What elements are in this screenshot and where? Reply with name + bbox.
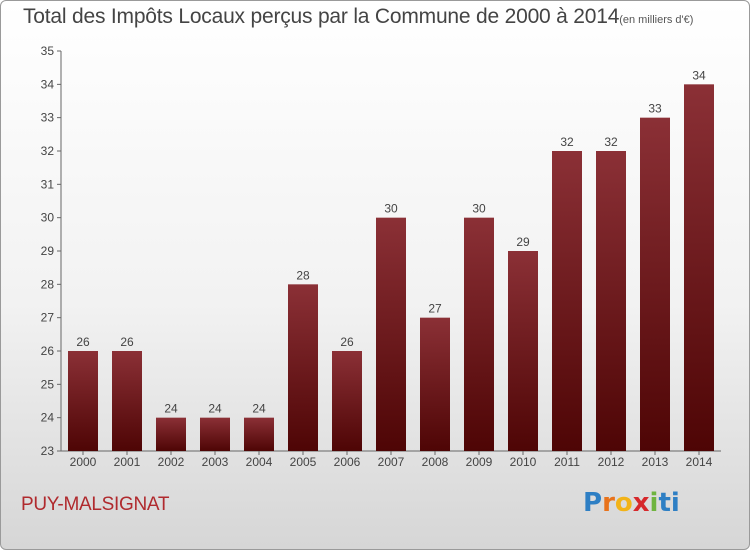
bar xyxy=(640,117,670,452)
logo-letter: r xyxy=(602,488,615,518)
plot-area: 23 24 25 26 27 28 29 30 31 32 33 34 35 26 2000 26 2001 24… xyxy=(41,44,721,469)
bar xyxy=(596,151,626,451)
bar xyxy=(244,417,274,451)
bar-value-label: 32 xyxy=(604,135,618,149)
commune-name: PUY-MALSIGNAT xyxy=(21,494,170,515)
bar-value-label: 28 xyxy=(296,268,310,282)
bar xyxy=(684,84,714,451)
y-tick-label: 23 xyxy=(41,444,55,458)
y-tick-label: 24 xyxy=(41,411,55,425)
proxiti-logo: Proxiti xyxy=(583,488,680,518)
bar xyxy=(552,151,582,451)
x-tick-label: 2008 xyxy=(422,455,449,469)
y-tick-label: 26 xyxy=(41,344,55,358)
y-tick-label: 34 xyxy=(41,77,55,91)
bar-value-label: 30 xyxy=(384,202,398,216)
logo-letter: i xyxy=(649,488,659,518)
logo-letter: ti xyxy=(658,488,680,518)
bar-value-label: 34 xyxy=(692,68,706,82)
x-tick-label: 2011 xyxy=(554,455,580,469)
x-tick-label: 2002 xyxy=(158,455,185,469)
bar-value-label: 30 xyxy=(472,202,486,216)
y-tick-label: 25 xyxy=(41,377,55,391)
x-tick-label: 2001 xyxy=(114,455,141,469)
x-tick-label: 2004 xyxy=(246,455,273,469)
bar xyxy=(288,284,318,451)
chart-title-text: Total des Impôts Locaux perçus par la Co… xyxy=(23,5,620,28)
bar xyxy=(420,317,450,451)
x-tick-label: 2007 xyxy=(378,455,405,469)
y-tick-label: 31 xyxy=(41,177,55,191)
bar xyxy=(332,351,362,451)
chart-title: Total des Impôts Locaux perçus par la Co… xyxy=(23,5,693,29)
bar-value-label: 33 xyxy=(648,102,662,116)
x-tick-label: 2014 xyxy=(686,455,713,469)
bar-value-label: 26 xyxy=(340,335,354,349)
logo-letter: o xyxy=(614,488,633,518)
y-tick-label: 29 xyxy=(41,244,55,258)
x-tick-label: 2012 xyxy=(598,455,625,469)
x-tick-label: 2006 xyxy=(334,455,361,469)
logo-letter: P xyxy=(583,488,603,518)
x-tick-label: 2010 xyxy=(510,455,537,469)
chart-unit: (en milliers d'€) xyxy=(619,14,694,26)
y-tick-label: 27 xyxy=(41,311,55,325)
bar xyxy=(376,217,406,451)
y-tick-label: 30 xyxy=(41,211,55,225)
y-tick-label: 32 xyxy=(41,144,55,158)
x-tick-label: 2003 xyxy=(202,455,229,469)
x-tick-label: 2013 xyxy=(642,455,669,469)
x-tick-label: 2005 xyxy=(290,455,317,469)
x-tick-label: 2009 xyxy=(466,455,493,469)
bar xyxy=(200,417,230,451)
bar-value-label: 29 xyxy=(516,235,530,249)
bar-value-label: 27 xyxy=(428,302,442,316)
bar-value-label: 32 xyxy=(560,135,574,149)
y-tick-label: 28 xyxy=(41,277,55,291)
logo-letter: x xyxy=(632,488,650,518)
bar xyxy=(464,217,494,451)
bar-value-label: 26 xyxy=(76,335,90,349)
bar-value-label: 24 xyxy=(164,402,178,416)
y-tick-label: 33 xyxy=(41,111,55,125)
x-tick-label: 2000 xyxy=(70,455,97,469)
y-tick-label: 35 xyxy=(41,44,55,58)
bar-value-label: 24 xyxy=(208,402,222,416)
bar xyxy=(68,351,98,451)
bar xyxy=(112,351,142,451)
bar xyxy=(156,417,186,451)
bar xyxy=(508,251,538,451)
bar-value-label: 24 xyxy=(252,402,266,416)
bar-value-label: 26 xyxy=(120,335,134,349)
